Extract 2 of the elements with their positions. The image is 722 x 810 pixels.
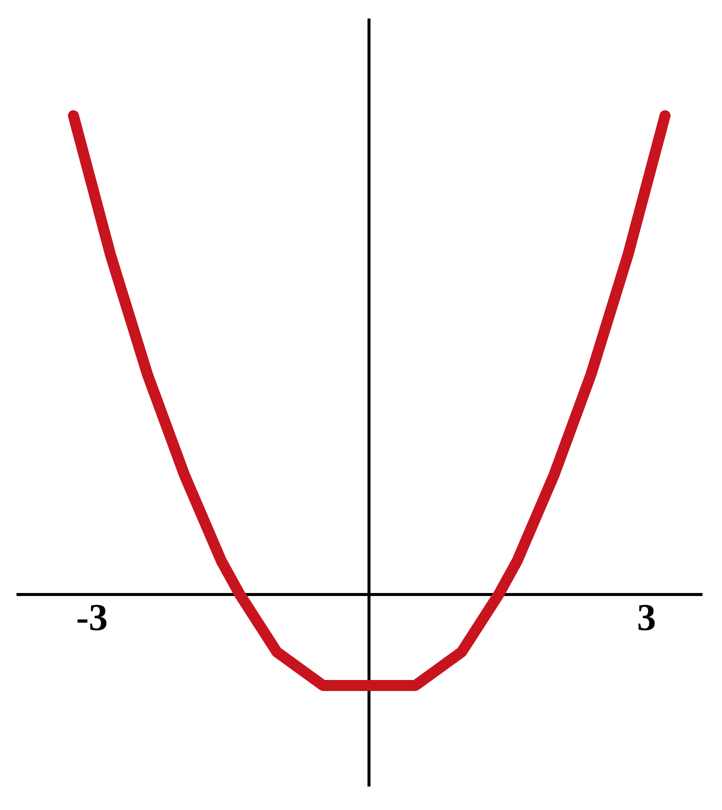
x-tick-label: -3 bbox=[76, 597, 108, 640]
x-tick-label: 3 bbox=[637, 597, 656, 640]
